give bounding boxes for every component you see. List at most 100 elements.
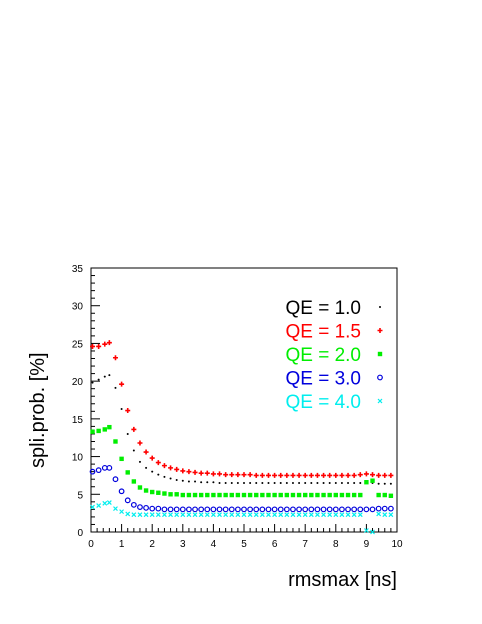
data-point	[106, 464, 113, 471]
data-point	[119, 456, 124, 462]
data-point	[302, 512, 308, 518]
data-point	[91, 381, 94, 384]
data-point	[339, 492, 345, 498]
x-axis-ticks: 0 1 2 3 4 5 6 7 8 9 10	[88, 524, 403, 550]
data-point	[210, 512, 216, 518]
data-point	[102, 341, 108, 347]
data-point	[119, 509, 125, 515]
data-point	[357, 472, 363, 478]
data-point	[303, 492, 308, 498]
y-tick-label: 20	[72, 377, 84, 388]
data-point	[377, 482, 380, 485]
data-point	[359, 481, 362, 484]
data-point	[217, 492, 222, 498]
data-point	[186, 512, 192, 518]
data-point	[223, 512, 229, 518]
data-point	[131, 512, 137, 518]
legend: QE = 1.0 QE = 1.5QE = 2.0 QE = 3.0QE = 4.0	[285, 298, 383, 413]
data-point	[345, 506, 351, 513]
data-point	[157, 473, 160, 476]
y-tick-label: 15	[72, 415, 84, 426]
data-point	[370, 529, 375, 535]
data-point	[259, 506, 266, 513]
data-point	[243, 481, 245, 484]
x-tick-label: 2	[149, 539, 155, 550]
data-point	[206, 481, 209, 484]
data-point	[261, 481, 264, 484]
legend-label: QE = 2.0	[285, 345, 361, 366]
data-point	[186, 506, 192, 513]
x-tick-label: 7	[302, 539, 308, 550]
data-point	[345, 512, 351, 518]
data-point	[167, 506, 174, 513]
data-point	[322, 481, 325, 484]
data-point	[204, 512, 210, 518]
series-4	[89, 464, 394, 513]
data-point	[326, 506, 333, 513]
data-point	[304, 481, 307, 484]
data-point	[124, 497, 131, 504]
data-point	[279, 481, 282, 484]
data-point	[145, 466, 148, 469]
data-point	[302, 506, 309, 513]
data-point	[194, 480, 197, 483]
data-point	[265, 472, 271, 478]
data-point	[223, 472, 229, 478]
data-point	[108, 374, 111, 377]
data-point	[266, 512, 271, 518]
data-point	[351, 512, 357, 518]
data-point	[120, 408, 123, 411]
data-point	[241, 506, 247, 513]
data-point	[204, 470, 210, 476]
data-point	[90, 343, 96, 349]
data-point	[284, 512, 290, 518]
x-tick-label: 3	[180, 539, 186, 550]
data-point	[272, 492, 277, 498]
data-point	[150, 489, 155, 495]
legend-label: QE = 4.0	[285, 392, 361, 413]
x-tick-label: 1	[119, 539, 125, 550]
data-point	[192, 469, 198, 475]
legend-marker	[377, 328, 383, 333]
data-point	[132, 449, 135, 452]
series-3	[90, 424, 394, 498]
data-point	[224, 481, 227, 484]
data-point	[235, 492, 241, 498]
data-point	[112, 355, 118, 361]
data-point	[210, 471, 216, 477]
data-point	[267, 481, 270, 484]
data-point	[205, 492, 210, 498]
data-point	[198, 470, 204, 476]
y-tick-label: 0	[77, 528, 83, 539]
data-point	[217, 512, 222, 518]
data-point	[333, 472, 339, 478]
data-point	[143, 512, 149, 518]
data-point	[357, 512, 363, 518]
data-point	[162, 512, 167, 518]
data-point	[161, 506, 168, 513]
data-point	[382, 512, 388, 518]
data-point	[113, 439, 118, 444]
data-point	[181, 479, 184, 482]
data-point	[241, 512, 247, 518]
data-point	[137, 504, 143, 511]
data-point	[118, 488, 125, 495]
data-point	[235, 472, 241, 478]
x-tick-label: 0	[88, 539, 94, 550]
data-point	[266, 492, 271, 498]
data-point	[186, 469, 192, 475]
data-point	[198, 506, 205, 513]
legend-label: QE = 1.5	[285, 322, 361, 343]
data-point	[353, 481, 356, 484]
x-axis-title: rmsmax [ns]	[288, 569, 397, 591]
data-point	[272, 472, 278, 478]
data-point	[247, 506, 254, 513]
data-point	[389, 482, 392, 485]
data-point	[278, 472, 284, 478]
data-point	[223, 492, 228, 498]
data-point	[97, 378, 100, 381]
data-point	[254, 492, 259, 498]
data-point	[161, 463, 167, 469]
data-point	[192, 506, 198, 513]
data-point	[376, 472, 382, 478]
